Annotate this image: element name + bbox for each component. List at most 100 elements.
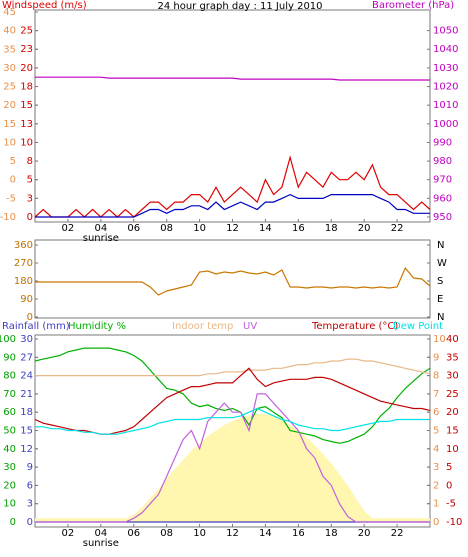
y-tick-label: 3 <box>27 193 33 204</box>
y-tick-label: 4 <box>433 444 439 455</box>
y-tick-label: N <box>437 312 444 323</box>
x-tick-label: 02 <box>62 223 75 234</box>
y-tick-label: -10 <box>0 212 16 223</box>
y-tick-label: 1030 <box>433 63 458 74</box>
y-tick-label: S <box>437 276 443 287</box>
y-tick-label: 12 <box>20 444 33 455</box>
y-tick-label: 8 <box>27 156 33 167</box>
y-tick-label: 0 <box>27 312 33 323</box>
y-tick-label: 21 <box>20 389 33 400</box>
y-tick-label: 10 <box>3 137 16 148</box>
y-tick-label: 90 <box>20 294 33 305</box>
y-tick-label: 40 <box>3 26 16 37</box>
chart-title: 24 hour graph day : 11 July 2010 <box>157 1 322 12</box>
x-tick-label: 02 <box>62 528 75 539</box>
x-tick-label: 08 <box>160 528 173 539</box>
y-tick-label: 25 <box>20 26 33 37</box>
y-tick-label: 90 <box>3 352 16 363</box>
y-tick-label: 6 <box>433 407 439 418</box>
x-tick-label: 14 <box>259 528 272 539</box>
y-tick-label: 950 <box>433 212 452 223</box>
x-tick-label: 22 <box>391 223 404 234</box>
series-line <box>35 407 430 435</box>
y-tick-label: 30 <box>446 371 459 382</box>
y-tick-label: 8 <box>433 371 439 382</box>
series-line <box>35 393 430 523</box>
series-line <box>34 347 431 444</box>
y-tick-label: 0 <box>27 517 33 528</box>
series-line <box>35 266 431 296</box>
x-tick-label: 12 <box>226 223 239 234</box>
x-tick-label: 10 <box>193 528 206 539</box>
legend-label: Barometer (hPa) <box>372 0 454 11</box>
series-line <box>35 76 430 81</box>
y-tick-label: 5 <box>433 426 439 437</box>
x-tick-label: 20 <box>358 223 371 234</box>
y-tick-label: 6 <box>27 480 33 491</box>
y-tick-label: 10 <box>20 137 33 148</box>
y-tick-label: 50 <box>3 426 16 437</box>
x-tick-label: 06 <box>127 223 140 234</box>
y-tick-label: 20 <box>3 480 16 491</box>
x-tick-label: 18 <box>325 223 338 234</box>
x-tick-label: 06 <box>127 528 140 539</box>
y-tick-label: 24 <box>20 371 33 382</box>
y-tick-label: 80 <box>3 371 16 382</box>
y-tick-label: 20 <box>20 63 33 74</box>
y-tick-label: 0 <box>27 212 33 223</box>
y-tick-label: 18 <box>20 82 33 93</box>
y-tick-label: 5 <box>27 175 33 186</box>
x-tick-label: 10 <box>193 223 206 234</box>
y-tick-label: 1010 <box>433 100 458 111</box>
y-tick-label: 360 <box>14 240 33 251</box>
legend-label: Humidity % <box>68 321 126 332</box>
y-tick-label: 20 <box>446 407 459 418</box>
y-tick-label: 23 <box>20 44 33 55</box>
y-tick-label: W <box>437 258 447 269</box>
y-tick-label: 10 <box>433 334 446 345</box>
y-tick-label: 3 <box>433 462 439 473</box>
x-tick-label: 20 <box>358 528 371 539</box>
y-tick-label: E <box>437 294 443 305</box>
y-tick-label: 0 <box>446 480 452 491</box>
y-tick-label: 15 <box>3 119 16 130</box>
y-tick-label: 270 <box>14 258 33 269</box>
y-tick-label: 1020 <box>433 82 458 93</box>
y-tick-label: 1 <box>433 499 439 510</box>
y-tick-label: 7 <box>433 389 439 400</box>
x-tick-label: 04 <box>94 223 107 234</box>
y-tick-label: 18 <box>20 407 33 418</box>
x-tick-label: 22 <box>391 528 404 539</box>
y-tick-label: 1040 <box>433 44 458 55</box>
annotation: sunrise <box>83 538 119 549</box>
x-tick-label: 14 <box>259 223 272 234</box>
y-tick-label: 10 <box>446 444 459 455</box>
y-tick-label: 15 <box>20 426 33 437</box>
x-tick-label: 08 <box>160 223 173 234</box>
y-tick-label: 5 <box>446 462 452 473</box>
legend-label: UV <box>243 321 257 332</box>
y-tick-label: -5 <box>446 499 456 510</box>
x-tick-label: 04 <box>94 528 107 539</box>
y-tick-label: 40 <box>446 334 459 345</box>
y-tick-label: 15 <box>20 100 33 111</box>
y-tick-label: 20 <box>3 100 16 111</box>
y-tick-label: 25 <box>3 82 16 93</box>
annotation: sunrise <box>83 233 119 244</box>
area <box>35 414 430 522</box>
y-tick-label: 0 <box>10 517 16 528</box>
x-tick-label: 16 <box>292 528 305 539</box>
y-tick-label: 980 <box>433 156 452 167</box>
y-tick-label: 0 <box>433 517 439 528</box>
y-tick-label: 5 <box>10 156 16 167</box>
y-tick-label: -10 <box>446 517 462 528</box>
legend-label: Indoor temp <box>172 321 233 332</box>
legend-label: Windspeed (m/s) <box>2 0 87 11</box>
y-tick-label: 180 <box>14 276 33 287</box>
y-tick-label: -5 <box>6 193 16 204</box>
y-tick-label: 30 <box>3 462 16 473</box>
y-tick-label: 45 <box>3 7 16 18</box>
y-tick-label: 990 <box>433 137 452 148</box>
y-tick-label: 2 <box>433 480 439 491</box>
